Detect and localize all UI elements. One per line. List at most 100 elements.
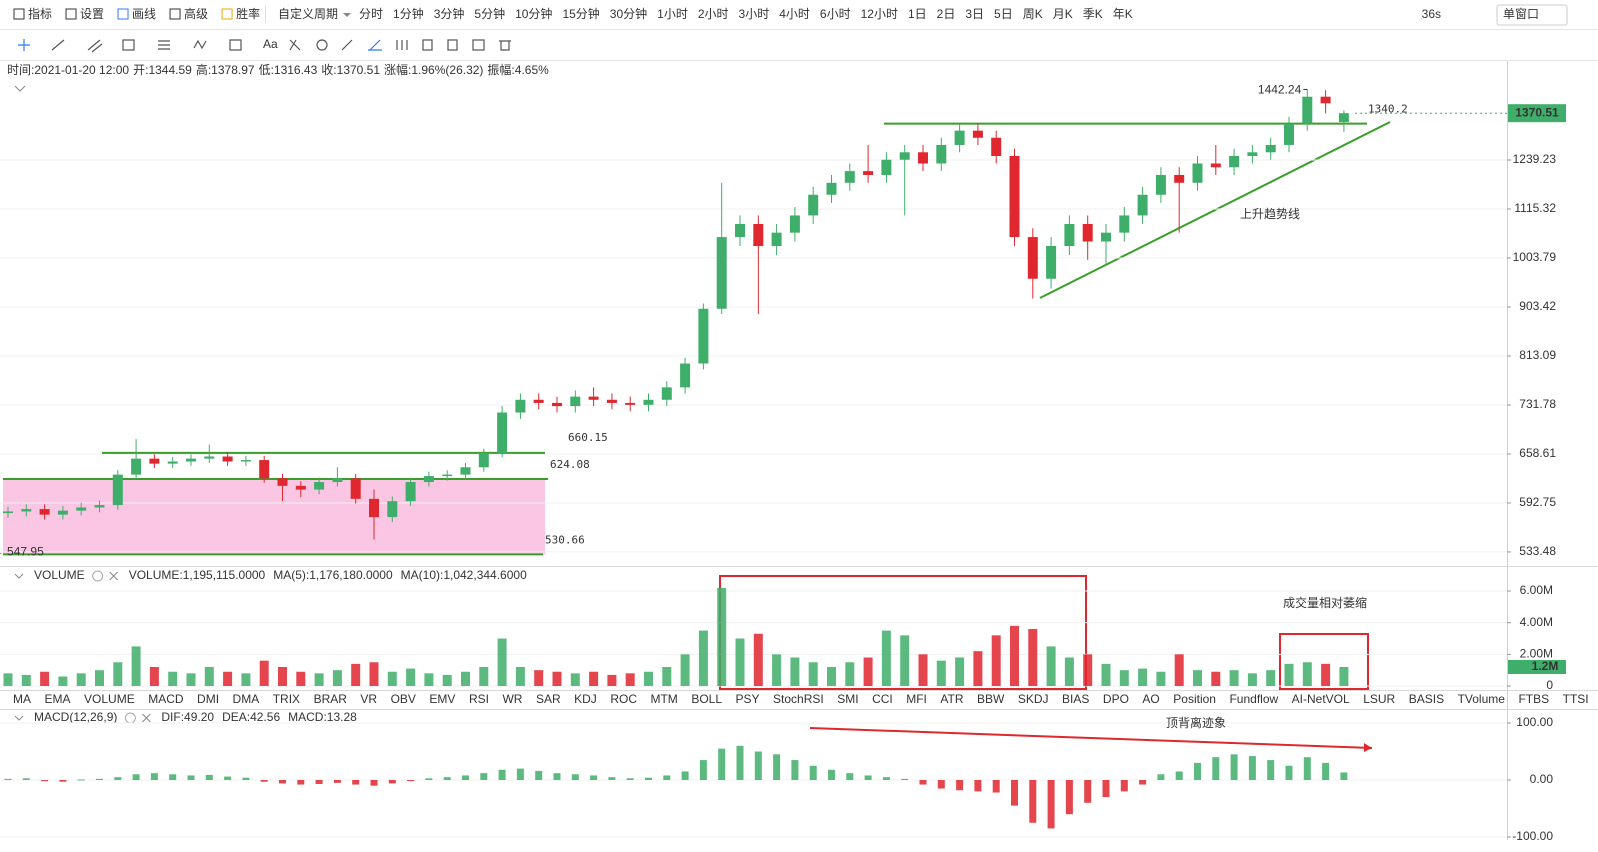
indicator-tab[interactable]: MTM <box>650 692 677 706</box>
collapse-caret[interactable] <box>14 715 24 721</box>
period-button[interactable]: 1日 <box>908 7 927 21</box>
indicator-tab[interactable]: TVolume <box>1458 692 1506 706</box>
measure-tool[interactable] <box>229 39 242 51</box>
period-button[interactable]: 6小时 <box>820 7 851 21</box>
crosshair-tool[interactable] <box>18 39 30 51</box>
indicator-tab[interactable]: WR <box>502 692 522 706</box>
period-button[interactable]: 5分钟 <box>474 6 505 21</box>
toolbar-button[interactable]: 胜率 <box>236 6 260 21</box>
close-icon[interactable] <box>109 571 119 581</box>
period-button[interactable]: 3小时 <box>739 7 770 21</box>
period-button[interactable]: 年K <box>1113 7 1133 21</box>
indicator-tab[interactable]: EMA <box>45 692 71 706</box>
line-tool[interactable] <box>51 39 65 51</box>
indicator-tab[interactable]: TRIX <box>273 692 300 706</box>
window-select[interactable] <box>1496 4 1568 26</box>
indicator-tab[interactable]: SKDJ <box>1018 692 1049 706</box>
drawing-tools[interactable] <box>18 39 511 53</box>
period-button[interactable]: 30分钟 <box>610 6 647 21</box>
candle-body <box>423 476 434 483</box>
period-button[interactable]: 2日 <box>937 7 956 21</box>
tool[interactable] <box>341 39 353 51</box>
indicator-tab[interactable]: LSUR <box>1363 692 1395 706</box>
period-button[interactable]: 15分钟 <box>562 6 599 21</box>
indicator-tab[interactable]: BOLL <box>691 692 722 706</box>
indicator-tab[interactable]: BIAS <box>1062 692 1089 706</box>
tool-icon[interactable] <box>117 8 129 20</box>
indicator-tab[interactable]: RSI <box>469 692 489 706</box>
toolbar-button[interactable]: 指标 <box>28 6 52 21</box>
tool[interactable] <box>368 39 382 51</box>
period-button[interactable]: 周K <box>1023 7 1043 21</box>
indicator-tab[interactable]: ATR <box>940 692 963 706</box>
tool-icon[interactable] <box>65 8 77 20</box>
close-icon[interactable] <box>142 713 151 723</box>
collapse-caret[interactable] <box>14 85 26 92</box>
delete-tool[interactable] <box>499 40 511 51</box>
candle-body <box>606 399 617 403</box>
period-button[interactable]: 10分钟 <box>515 6 552 21</box>
period-button[interactable]: 4小时 <box>779 7 810 21</box>
period-button[interactable]: 3分钟 <box>434 6 465 21</box>
tool[interactable] <box>396 40 408 50</box>
indicator-tab[interactable]: StochRSI <box>773 692 824 706</box>
wave-tool[interactable] <box>193 39 207 50</box>
toolbar-button[interactable]: 画线 <box>132 7 156 21</box>
period-button[interactable]: 分时 <box>359 7 383 21</box>
indicator-tab[interactable]: DMA <box>233 692 260 706</box>
indicator-tab[interactable]: DMI <box>197 692 219 706</box>
indicator-tab[interactable]: OBV <box>391 692 416 706</box>
period-button[interactable]: 5日 <box>994 7 1013 21</box>
custom-period[interactable]: 自定义周期 <box>278 6 338 21</box>
indicator-tab[interactable]: BASIS <box>1409 692 1444 706</box>
tool[interactable] <box>289 39 301 51</box>
indicator-tab[interactable]: SAR <box>536 692 561 706</box>
tool-icon[interactable] <box>221 8 233 20</box>
period-button[interactable]: 1分钟 <box>393 6 424 21</box>
indicator-tab[interactable]: AI-NetVOL <box>1292 692 1350 706</box>
indicator-tab[interactable]: DPO <box>1103 692 1129 706</box>
period-button[interactable]: 季K <box>1083 7 1103 21</box>
indicator-tab[interactable]: Fundflow <box>1229 692 1278 706</box>
indicator-tab[interactable]: VOLUME <box>84 692 135 706</box>
indicator-tab[interactable]: TTSI <box>1563 692 1589 706</box>
indicator-tab[interactable]: SMI <box>837 692 858 706</box>
period-button[interactable]: 月K <box>1053 7 1073 21</box>
period-button[interactable]: 1小时 <box>657 7 688 21</box>
tool[interactable] <box>422 39 433 51</box>
indicator-tab[interactable]: ROC <box>610 692 637 706</box>
indicator-tab[interactable]: VR <box>360 692 377 706</box>
indicator-tab[interactable]: KDJ <box>574 692 597 706</box>
indicator-tab[interactable]: FTBS <box>1518 692 1549 706</box>
tool[interactable] <box>316 39 328 51</box>
text-tool[interactable]: Aa <box>263 37 278 51</box>
indicator-tab[interactable]: MFI <box>906 692 927 706</box>
indicator-tab[interactable]: AO <box>1142 692 1159 706</box>
indicator-tab[interactable]: PSY <box>736 692 760 706</box>
indicator-legend: VOLUME:1,195,115.0000 <box>129 568 266 582</box>
period-button[interactable]: 2小时 <box>698 7 729 21</box>
window-select-label[interactable]: 单窗口 <box>1503 7 1539 21</box>
collapse-caret[interactable] <box>14 573 24 579</box>
toolbar-button[interactable]: 设置 <box>80 7 104 21</box>
period-button[interactable]: 3日 <box>965 7 984 21</box>
rect-tool[interactable] <box>122 39 135 51</box>
tool[interactable] <box>447 39 458 51</box>
indicator-tab[interactable]: MA <box>13 692 31 706</box>
indicator-tab[interactable]: Position <box>1173 692 1216 706</box>
period-button[interactable]: 12小时 <box>861 7 898 21</box>
tool[interactable] <box>472 39 485 51</box>
channel-tool[interactable] <box>87 39 103 53</box>
tool-icon[interactable] <box>13 8 25 20</box>
indicator-tab[interactable]: CCI <box>872 692 893 706</box>
tool-icon[interactable] <box>169 8 181 20</box>
indicator-tab[interactable]: BBW <box>977 692 1005 706</box>
settings-icon[interactable] <box>92 570 104 582</box>
toolbar-button[interactable]: 高级 <box>184 6 208 21</box>
indicator-tab[interactable]: MACD <box>148 692 184 706</box>
indicator-tab[interactable]: BRAR <box>314 692 348 706</box>
fib-tool[interactable] <box>158 40 170 50</box>
indicator-tab[interactable]: EMV <box>429 692 455 706</box>
candle-body <box>259 460 270 479</box>
macd-bar <box>480 773 488 780</box>
